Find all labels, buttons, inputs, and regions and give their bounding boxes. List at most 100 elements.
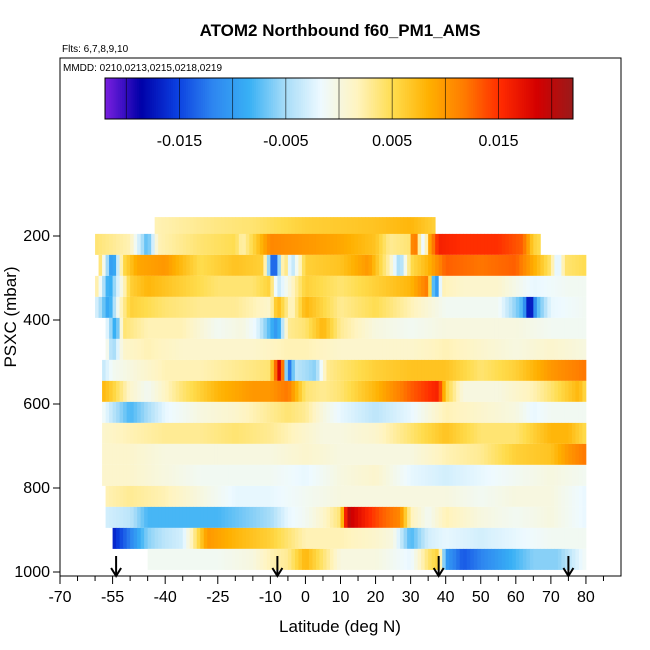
heat-cell xyxy=(568,254,573,276)
heat-cell xyxy=(200,464,205,486)
heat-cell xyxy=(322,548,327,570)
heat-cell xyxy=(109,464,113,486)
heat-cell xyxy=(319,359,324,381)
heat-cell xyxy=(564,401,569,423)
heat-cell xyxy=(284,359,289,381)
heat-cell xyxy=(554,317,559,339)
heat-cell xyxy=(347,464,352,486)
heat-cell xyxy=(133,422,138,444)
colorbar-segment xyxy=(451,78,455,119)
heat-cell xyxy=(403,485,408,507)
heat-cell xyxy=(414,464,419,486)
heat-cell xyxy=(470,296,475,318)
colorbar-segment xyxy=(115,78,119,119)
heat-cell xyxy=(242,506,247,528)
heat-cell xyxy=(207,527,212,549)
heat-cell xyxy=(400,359,405,381)
heat-cell xyxy=(386,401,390,423)
heat-cell xyxy=(578,254,583,276)
heat-cell xyxy=(249,380,254,402)
heat-cell xyxy=(322,527,327,549)
heat-cell xyxy=(312,506,317,528)
heat-cell xyxy=(358,422,362,444)
heat-cell xyxy=(235,485,240,507)
heat-cell xyxy=(158,359,163,381)
heat-cell xyxy=(193,464,198,486)
heat-cell xyxy=(396,422,401,444)
heat-cell xyxy=(224,443,229,465)
heat-cell xyxy=(144,464,149,486)
heat-cell xyxy=(249,485,254,507)
colorbar-segment xyxy=(111,78,114,119)
heat-cell xyxy=(466,422,471,444)
heat-cell xyxy=(154,217,159,239)
heat-cell xyxy=(228,443,233,465)
heat-cell xyxy=(512,233,517,255)
heat-cell xyxy=(119,443,124,465)
heat-cell xyxy=(365,506,369,528)
heat-cell xyxy=(519,464,524,486)
heat-cell xyxy=(442,464,447,486)
heat-cell xyxy=(333,464,338,486)
heat-cell xyxy=(512,275,517,297)
heat-cell xyxy=(452,233,457,255)
heat-cell xyxy=(445,359,450,381)
heat-cell xyxy=(473,506,478,528)
heat-cell xyxy=(543,443,548,465)
heat-cell xyxy=(172,296,177,318)
heat-cell xyxy=(498,506,503,528)
colorbar-segment xyxy=(126,78,129,119)
heat-cell xyxy=(158,275,163,297)
colorbar-segment xyxy=(453,78,457,119)
heat-cell xyxy=(161,548,166,570)
heat-cell xyxy=(435,548,440,570)
heat-cell xyxy=(578,464,583,486)
colorbar-segment xyxy=(551,78,555,119)
heat-cell xyxy=(526,233,531,255)
colorbar-segment xyxy=(170,78,174,119)
heat-cell xyxy=(263,275,268,297)
heat-cell xyxy=(557,380,562,402)
heat-cell xyxy=(466,254,471,276)
heat-cell xyxy=(386,275,390,297)
arrow-head xyxy=(271,567,284,578)
heat-cell xyxy=(361,548,366,570)
heat-cell xyxy=(456,317,461,339)
heat-cell xyxy=(389,338,394,360)
heat-cell xyxy=(361,527,366,549)
heat-cell xyxy=(354,548,359,570)
heat-cell xyxy=(182,548,187,570)
colorbar-segment xyxy=(358,78,361,119)
heat-cell xyxy=(351,443,355,465)
colorbar-segment xyxy=(339,78,342,119)
heat-cell xyxy=(417,217,422,239)
heat-cell xyxy=(372,527,376,549)
heat-cell xyxy=(428,275,433,297)
heat-cell xyxy=(543,275,548,297)
heat-cell xyxy=(312,422,317,444)
heat-cell xyxy=(508,485,513,507)
heat-cell xyxy=(256,338,261,360)
colorbar-segment xyxy=(209,78,212,119)
arrow-head xyxy=(562,567,575,578)
heat-cell xyxy=(266,485,271,507)
heat-cell xyxy=(207,254,212,276)
heat-cell xyxy=(505,254,510,276)
heat-cell xyxy=(410,317,415,339)
heat-cell xyxy=(147,317,152,339)
heat-cell xyxy=(168,275,173,297)
colorbar-segment xyxy=(492,78,495,119)
heat-cell xyxy=(354,359,359,381)
heat-cell xyxy=(368,317,373,339)
heat-cell xyxy=(182,317,187,339)
heat-cell xyxy=(498,548,503,570)
colorbar-segment xyxy=(538,78,542,119)
heat-cell xyxy=(494,296,499,318)
heat-cell xyxy=(196,443,201,465)
heat-cell xyxy=(305,485,310,507)
heat-cell xyxy=(421,359,426,381)
heat-cell xyxy=(168,485,173,507)
heat-cell xyxy=(529,296,534,318)
heat-cell xyxy=(112,443,117,465)
colorbar-segment xyxy=(249,78,253,119)
